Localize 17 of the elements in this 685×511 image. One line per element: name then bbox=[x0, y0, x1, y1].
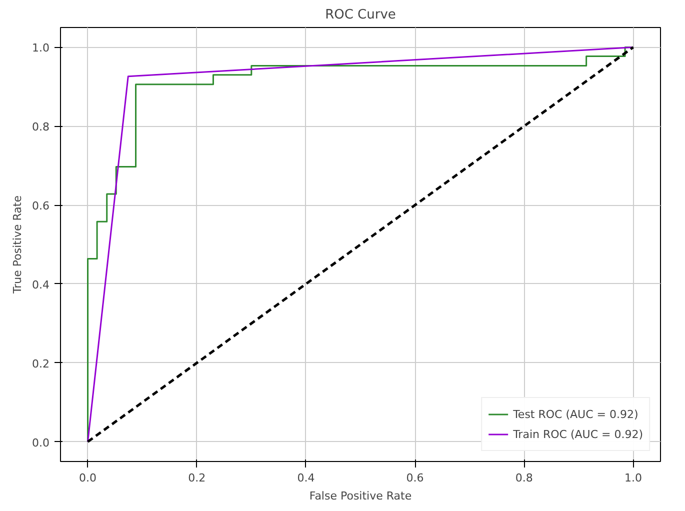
y-tick-label: 0.2 bbox=[32, 357, 50, 370]
legend-label: Test ROC (AUC = 0.92) bbox=[513, 408, 638, 420]
y-tick-label: 0.8 bbox=[32, 120, 50, 134]
y-tick-label: 0.6 bbox=[32, 200, 50, 213]
x-tick-label: 0.0 bbox=[79, 472, 97, 484]
x-tick-label: 0.6 bbox=[406, 472, 424, 484]
x-tick-label: 1.0 bbox=[624, 472, 642, 484]
chart-title: ROC Curve bbox=[325, 8, 396, 22]
x-tick-label: 0.4 bbox=[297, 472, 315, 484]
x-tick-label: 0.8 bbox=[515, 472, 533, 484]
x-tick-label: 0.2 bbox=[188, 472, 206, 484]
y-tick-label: 0.0 bbox=[32, 436, 50, 450]
y-tick-label: 1.0 bbox=[32, 42, 50, 55]
legend-label: Train ROC (AUC = 0.92) bbox=[513, 428, 643, 440]
y-tick-label: 0.4 bbox=[32, 278, 50, 292]
x-axis-title: False Positive Rate bbox=[309, 490, 412, 502]
y-axis-title: True Positive Rate bbox=[11, 195, 24, 294]
